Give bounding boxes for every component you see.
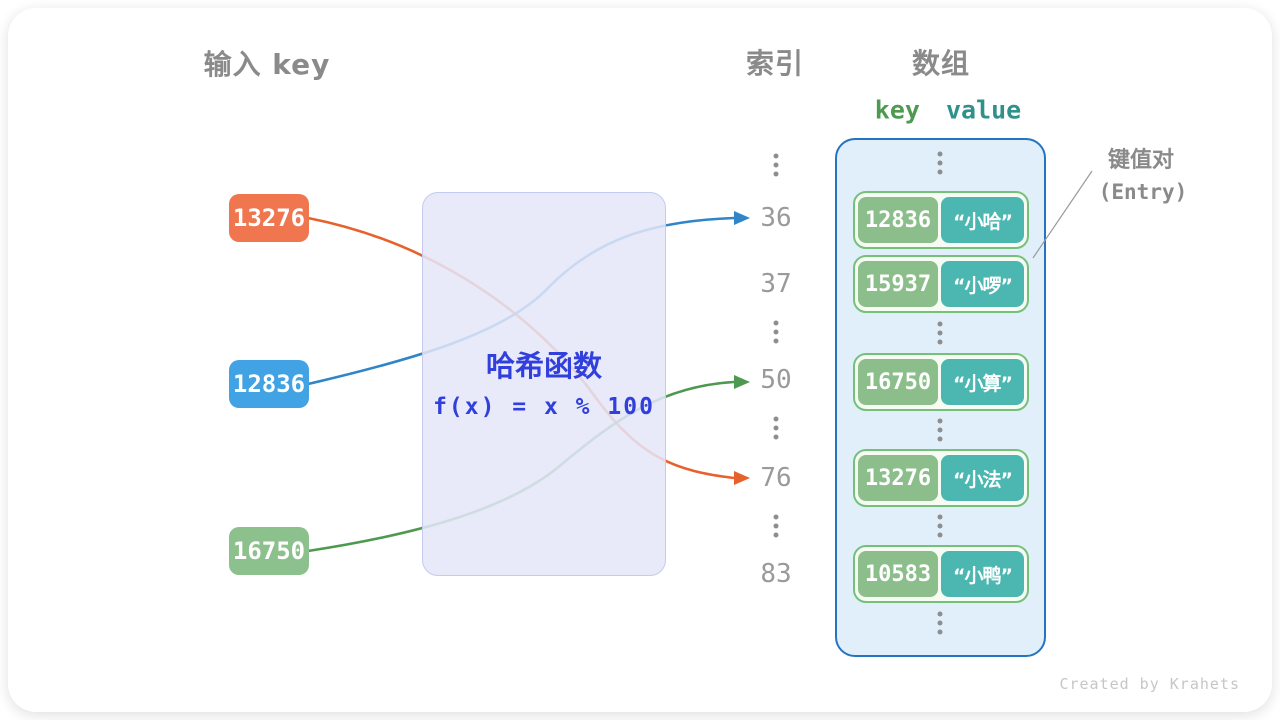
entry-key-box: 15937	[858, 261, 938, 307]
credit-text: Created by Krahets	[1059, 675, 1240, 693]
arrowhead-green-icon	[734, 375, 750, 389]
entry-row: 16750 “小算”	[853, 353, 1029, 411]
key-column-label: key	[874, 95, 920, 125]
hash-function-title: 哈希函数	[485, 349, 603, 383]
array-header: 数组	[911, 47, 971, 80]
vertical-ellipsis-icon	[937, 611, 943, 635]
entry-row: 15937 “小啰”	[853, 255, 1029, 313]
hash-function-box	[422, 192, 666, 576]
entry-value-box: “小啰”	[941, 261, 1024, 307]
vertical-ellipsis-icon	[937, 418, 943, 442]
entry-value-box: “小法”	[941, 455, 1024, 501]
entry-row: 10583 “小鸭”	[853, 545, 1029, 603]
input-key-header: 输入 key	[203, 48, 331, 81]
index-value-37: 37	[760, 269, 792, 299]
input-key-box-12836: 12836	[229, 360, 309, 408]
arrowhead-orange-icon	[734, 471, 750, 485]
entry-key-box: 12836	[858, 197, 938, 243]
vertical-ellipsis-icon	[773, 153, 779, 177]
vertical-ellipsis-icon	[937, 151, 943, 175]
entry-row: 13276 “小法”	[853, 449, 1029, 507]
input-key-box-13276: 13276	[229, 194, 309, 242]
vertical-ellipsis-icon	[773, 320, 779, 344]
index-value-76: 76	[760, 463, 792, 493]
vertical-ellipsis-icon	[773, 514, 779, 538]
value-column-label: value	[945, 95, 1022, 125]
entry-label-en: (Entry)	[1098, 180, 1188, 204]
entry-row: 12836 “小哈”	[853, 191, 1029, 249]
vertical-ellipsis-icon	[773, 416, 779, 440]
entry-value-box: “小算”	[941, 359, 1024, 405]
entry-label-cn: 键值对	[1107, 148, 1175, 173]
index-value-36: 36	[760, 203, 792, 233]
input-key-box-16750: 16750	[229, 527, 309, 575]
vertical-ellipsis-icon	[937, 321, 943, 345]
hash-function-formula: f(x) = x % 100	[433, 394, 655, 420]
entry-value-box: “小鸭”	[941, 551, 1024, 597]
entry-key-box: 10583	[858, 551, 938, 597]
entry-value-box: “小哈”	[941, 197, 1024, 243]
key-value-column-header: key value	[875, 96, 1021, 125]
index-header: 索引	[745, 47, 805, 80]
entry-key-box: 13276	[858, 455, 938, 501]
arrowhead-blue-icon	[734, 211, 750, 225]
index-value-83: 83	[760, 559, 792, 589]
vertical-ellipsis-icon	[937, 514, 943, 538]
entry-key-box: 16750	[858, 359, 938, 405]
index-value-50: 50	[760, 365, 792, 395]
